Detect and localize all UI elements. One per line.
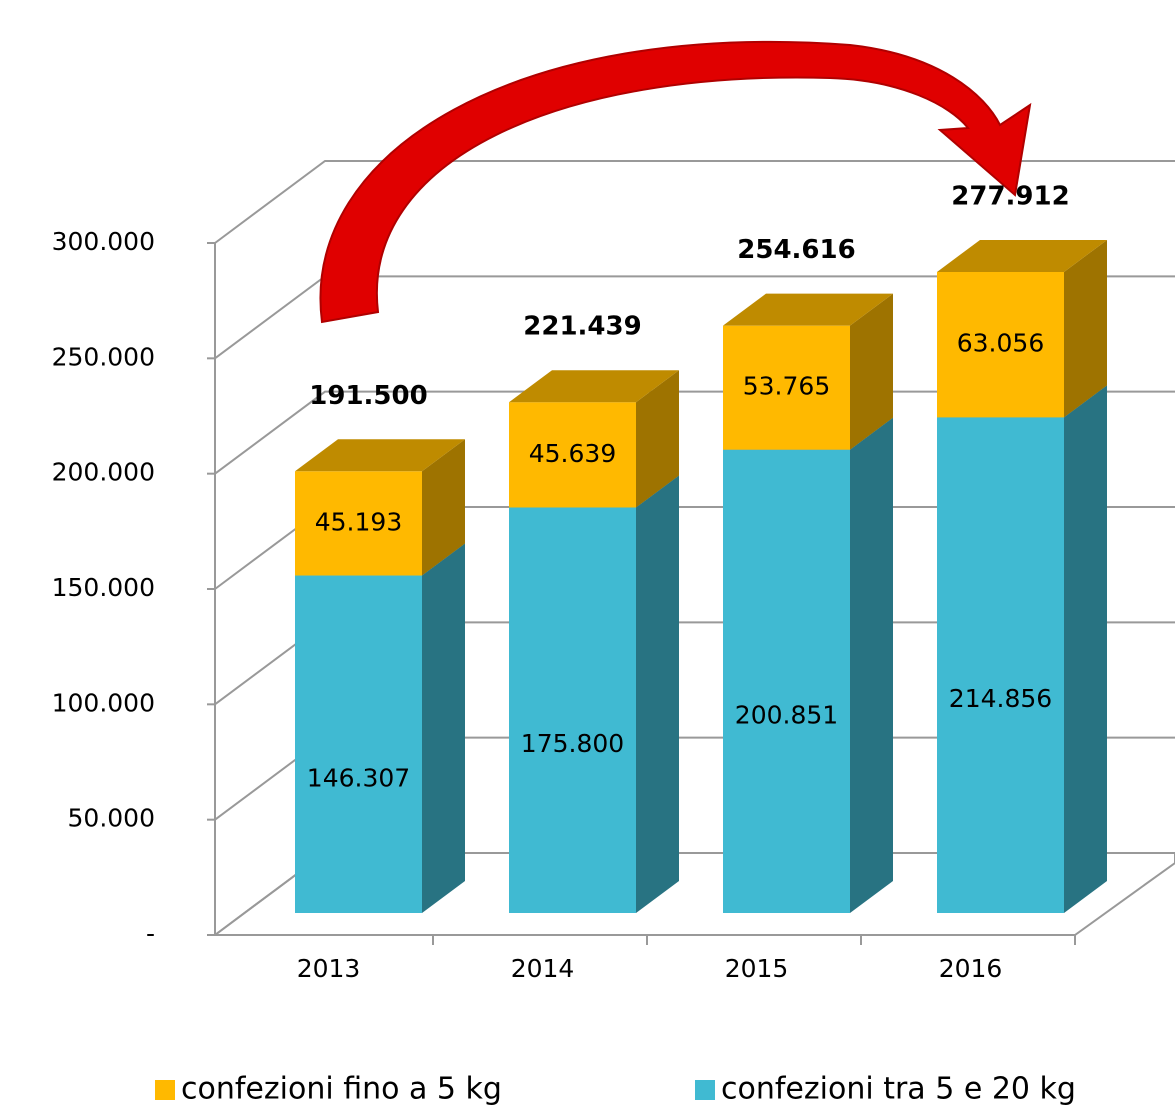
- data-label: 214.856: [949, 684, 1052, 713]
- y-tick-label: 50.000: [68, 804, 155, 833]
- x-tick-label: 2015: [725, 954, 789, 983]
- y-tick-label: 200.000: [52, 458, 155, 487]
- bar-top: [509, 370, 679, 403]
- bar-side: [1064, 239, 1107, 418]
- data-label: 45.639: [529, 439, 616, 468]
- bar-top: [295, 439, 465, 472]
- legend-label: confezioni fino a 5 kg: [181, 1072, 502, 1107]
- x-tick-label: 2016: [939, 954, 1003, 983]
- data-label: 146.307: [307, 763, 410, 792]
- y-tick-label: 150.000: [52, 573, 155, 602]
- grid-line: [214, 160, 1175, 244]
- bar: [937, 271, 1064, 418]
- total-label: 221.439: [523, 312, 641, 342]
- bar-side: [1064, 385, 1107, 914]
- legend-swatch: [695, 1080, 715, 1100]
- x-tick-label: 2013: [297, 954, 361, 983]
- y-tick-label: 100.000: [52, 688, 155, 717]
- y-tick-label: -: [146, 919, 155, 948]
- bar-top: [723, 293, 893, 326]
- bar: [509, 402, 636, 508]
- bar-side: [636, 475, 679, 913]
- bar: [937, 417, 1064, 913]
- bar: [295, 575, 422, 913]
- data-label: 63.056: [957, 329, 1044, 358]
- y-tick-label: 250.000: [52, 342, 155, 371]
- y-tick-label: 300.000: [52, 227, 155, 256]
- bar-side: [850, 417, 893, 913]
- legend-swatch: [155, 1080, 175, 1100]
- bar: [509, 507, 636, 913]
- data-label: 45.193: [315, 507, 402, 536]
- arrow: [319, 40, 1032, 324]
- bar-side: [850, 293, 893, 450]
- total-label: 254.616: [737, 235, 855, 265]
- bar: [723, 449, 850, 913]
- x-tick-label: 2014: [511, 954, 575, 983]
- total-label: 191.500: [309, 381, 427, 411]
- bar: [723, 325, 850, 450]
- data-label: 200.851: [735, 700, 838, 729]
- bar-side: [636, 370, 679, 508]
- bar: [295, 471, 422, 576]
- data-label: 53.765: [743, 372, 830, 401]
- bar-side: [422, 543, 465, 913]
- bar-top: [937, 239, 1107, 272]
- total-label: 277.912: [951, 181, 1069, 211]
- bar-side: [422, 439, 465, 576]
- data-label: 175.800: [521, 729, 624, 758]
- legend-label: confezioni tra 5 e 20 kg: [721, 1072, 1076, 1107]
